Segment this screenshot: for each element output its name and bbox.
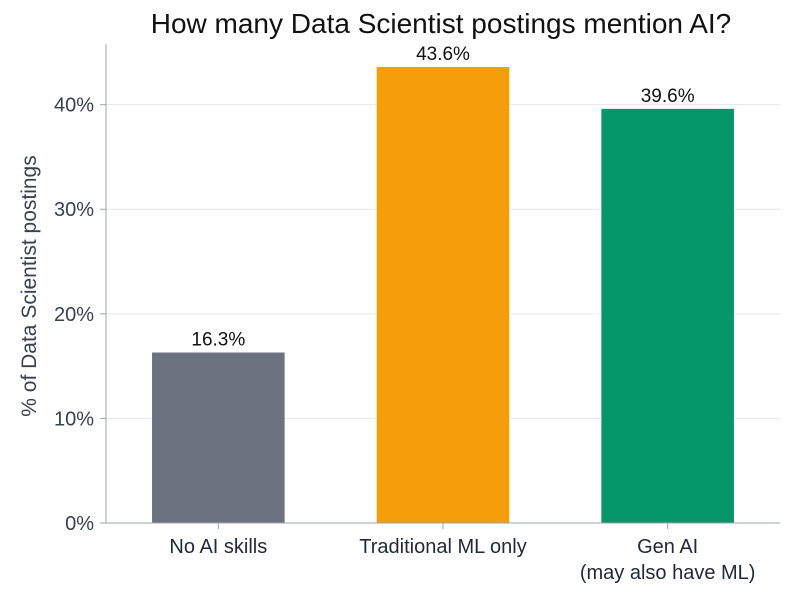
y-tick-label: 40% — [54, 95, 94, 117]
y-tick-label: 20% — [54, 304, 94, 326]
bars — [152, 67, 734, 524]
bar — [601, 108, 734, 523]
y-tick-label: 30% — [54, 199, 94, 221]
y-tick-label: 0% — [65, 513, 94, 535]
y-ticks: 0% 10% 20% 30% 40% — [54, 95, 106, 535]
x-tick-label: Traditional ML only — [359, 536, 526, 558]
y-axis-label: % of Data Scientist postings — [18, 155, 41, 416]
data-label: 16.3% — [191, 330, 245, 351]
x-ticks: No AI skills Traditional ML only Gen AI (ma… — [169, 523, 755, 584]
x-tick-label: Gen AI (may also have ML) — [580, 536, 756, 584]
data-label: 39.6% — [641, 86, 695, 107]
bar — [376, 67, 510, 524]
chart-title: How many Data Scientist postings mention… — [151, 8, 732, 39]
x-tick-label: No AI skills — [169, 536, 267, 558]
bar — [152, 352, 285, 523]
data-label: 43.6% — [416, 44, 470, 65]
data-labels: 16.3% 43.6% 39.6% — [191, 44, 694, 351]
y-tick-label: 10% — [54, 408, 94, 430]
